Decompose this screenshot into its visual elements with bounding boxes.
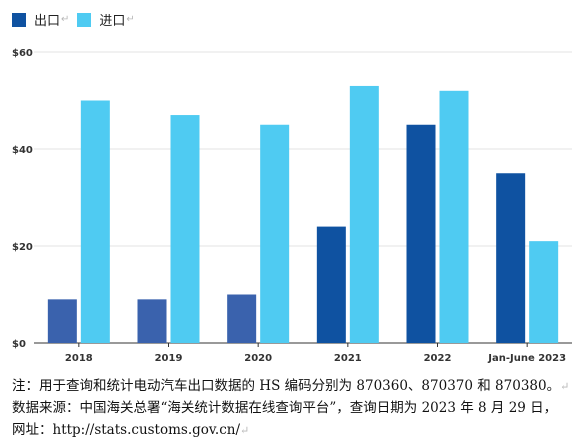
bar-export (406, 124, 436, 343)
x-tick-label: 2022 (424, 353, 452, 364)
bar-export (316, 226, 346, 343)
legend-label-import: 进口 (99, 14, 126, 29)
y-tick-label: $60 (12, 48, 33, 59)
bar-import (170, 115, 200, 343)
bar-export (496, 173, 526, 343)
y-tick-label: $40 (12, 145, 33, 156)
legend: 出口 ↵ 进口 ↵ (12, 10, 143, 29)
bar-import (80, 100, 110, 343)
legend-item-export: 出口 ↵ (12, 10, 69, 29)
footnote-line-2: 数据来源：中国海关总署“海关统计数据在线查询平台”，查询日期为 2023 年 8… (12, 396, 557, 416)
return-mark: ↵ (560, 380, 570, 393)
return-mark: ↵ (61, 14, 70, 25)
bar-export (137, 299, 167, 343)
y-tick-label: $0 (12, 339, 26, 350)
y-tick-label: $20 (12, 242, 33, 253)
bar-import (349, 85, 379, 343)
x-tick-label: Jan-June 2023 (487, 353, 566, 364)
legend-swatch-import (77, 12, 92, 27)
x-tick-label: 2019 (155, 353, 183, 364)
bar-import (529, 241, 559, 343)
x-tick-label: 2021 (334, 353, 362, 364)
footnote-line-3: 网址：http://stats.customs.gov.cn/↵ (12, 418, 249, 438)
footnote-text-2: 数据来源：中国海关总署“海关统计数据在线查询平台”，查询日期为 2023 年 8… (12, 400, 558, 416)
legend-item-import: 进口 ↵ (77, 10, 135, 29)
x-tick-label: 2018 (65, 353, 93, 364)
bar-export (227, 294, 257, 343)
x-tick-label: 2020 (244, 353, 272, 364)
return-mark: ↵ (240, 424, 250, 437)
legend-swatch-export (12, 12, 26, 27)
bar-import (260, 124, 290, 343)
legend-label-export: 出口 (34, 14, 61, 29)
return-mark: ↵ (126, 14, 135, 25)
footnote-text-3: 网址：http://stats.customs.gov.cn/ (12, 422, 241, 438)
footnote-line-1: 注：用于查询和统计电动汽车出口数据的 HS 编码分别为 870360、87037… (12, 374, 569, 394)
bar-chart: $0 $20 $40 $60 2018 2019 2020 2021 2022 Jan-June … (12, 48, 572, 364)
bar-export (47, 299, 77, 343)
bar-import (439, 90, 469, 343)
footnote-text-1: 注：用于查询和统计电动汽车出口数据的 HS 编码分别为 870360、87037… (12, 378, 561, 394)
